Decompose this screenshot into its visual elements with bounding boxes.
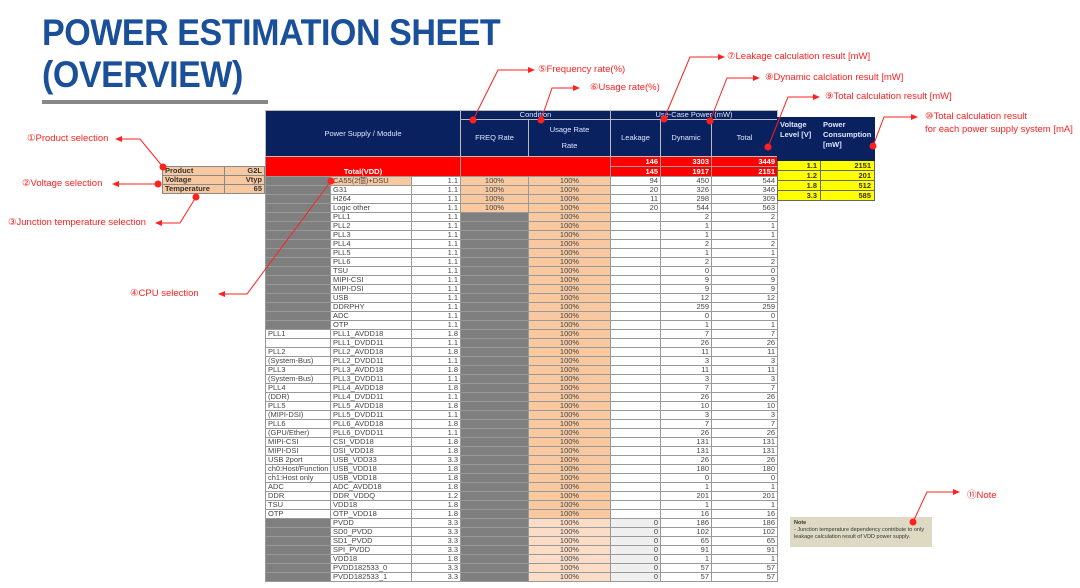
table-row: MIPI-DSI DSI_VDD18 1.8 100% 131 131 (265, 446, 779, 456)
annotation-supply-total-sub: for each power supply system [mA] (925, 124, 1073, 135)
product-setting-row: Temperature 65 (162, 184, 265, 194)
annotation-voltage: ②Voltage selection (22, 178, 103, 189)
page-subtitle: (OVERVIEW) (42, 54, 243, 95)
header-module: Power Supply / Module (265, 110, 461, 157)
table-row: ADC ADC_AVDD18 1.8 100% 1 1 (265, 482, 779, 492)
note-title: Note (794, 520, 807, 526)
table-row: DDRPHY 1.1 100% 259 259 (265, 302, 779, 312)
note-box: Note - Junction temperature dependency co… (790, 517, 932, 547)
note-text: - Junction temperature dependency contri… (794, 527, 924, 540)
table-row: (DDR) PLL4_DVDD11 1.1 100% 26 26 (265, 392, 779, 402)
header-total: Total (711, 119, 779, 157)
power-estimation-table: Power Supply / Module Condition Use-Case P… (265, 110, 779, 582)
title-divider (42, 100, 268, 104)
supply-power: 585 (820, 190, 875, 201)
annotation-product: ①Product selection (27, 133, 109, 144)
page-title: POWER ESTIMATION SHEET (42, 12, 501, 53)
table-row: PLL6 PLL6_AVDD18 1.8 100% 7 7 (265, 419, 779, 429)
supply-row: 3.3 585 (777, 190, 875, 201)
annotation-note: ⑪Note (967, 490, 997, 501)
table-row: OTP OTP_VDD18 1.8 100% 16 16 (265, 509, 779, 519)
annotation-frequency: ⑤Frequency rate(%) (538, 64, 626, 75)
header-leakage: Leakage (610, 119, 662, 157)
table-row: ch1:Host only USB_VDD18 1.8 100% 0 0 (265, 473, 779, 483)
supply-summary-table: Voltage Level [V] Power Consumption [mW] … (777, 117, 875, 201)
table-row: Logic other 1.1 100% 100% 20 544 563 (265, 203, 779, 213)
table-row: PLL1 1.1 100% 2 2 (265, 212, 779, 222)
header-dynamic: Dynamic (660, 119, 713, 157)
total-value: 57 (711, 572, 779, 582)
table-row: PVDD182533_1 3.3 100% 0 57 57 (265, 572, 779, 582)
total-row-1: Total(VDD) 146 3303 3449 (265, 156, 779, 177)
table-row: MIPI-CSI CSI_VDD18 1.8 100% 131 131 (265, 437, 779, 447)
annotation-total: ⑨Total calculation result [mW] (825, 91, 952, 102)
annotation-cpu: ④CPU selection (130, 288, 199, 299)
header-freq: FREQ Rate (460, 119, 529, 157)
usage-rate-input[interactable]: 100% (527, 572, 612, 582)
table-row: PLL1 PLL1_AVDD18 1.8 100% 7 7 (265, 329, 779, 339)
header-power-consumption: Power Consumption [mW] (820, 117, 875, 161)
table-row: (GPU/Ether) PLL6_DVDD11 1.1 100% 26 26 (265, 428, 779, 438)
annotation-supply-total: ⑩Total calculation result (925, 111, 1027, 122)
annotation-leakage: ⑦Leakage calculation result [mW] (727, 51, 871, 62)
table-row: ch0:Host/Function USB_VDD18 1.8 100% 180 180 (265, 464, 779, 474)
header-usage: Usage Rate Rate (527, 119, 612, 157)
annotation-dynamic: ⑧Dynamic calclation result [mW] (765, 72, 904, 83)
total-row-2: 145 1917 2151 (266, 166, 779, 177)
header-voltage-level: Voltage Level [V] (777, 117, 821, 161)
table-row: PVDD182533_0 3.3 100% 0 57 57 (265, 563, 779, 573)
annotation-usage: ⑥Usage rate(%) (590, 82, 660, 93)
table-row: CA55(2個)+DSU 1.1 100% 100% 94 450 544 (265, 176, 779, 186)
table-row: PLL5 1.1 100% 1 1 (265, 248, 779, 258)
product-settings-table: Product G2L Voltage Vtyp Temperature 65 (162, 166, 265, 194)
total-label: Total(VDD) (265, 156, 461, 177)
table-row: PLL4 PLL4_AVDD18 1.8 100% 7 7 (265, 383, 779, 393)
annotation-temperature: ③Junction temperature selection (8, 217, 146, 228)
setting-value-select[interactable]: 65 (224, 184, 265, 194)
